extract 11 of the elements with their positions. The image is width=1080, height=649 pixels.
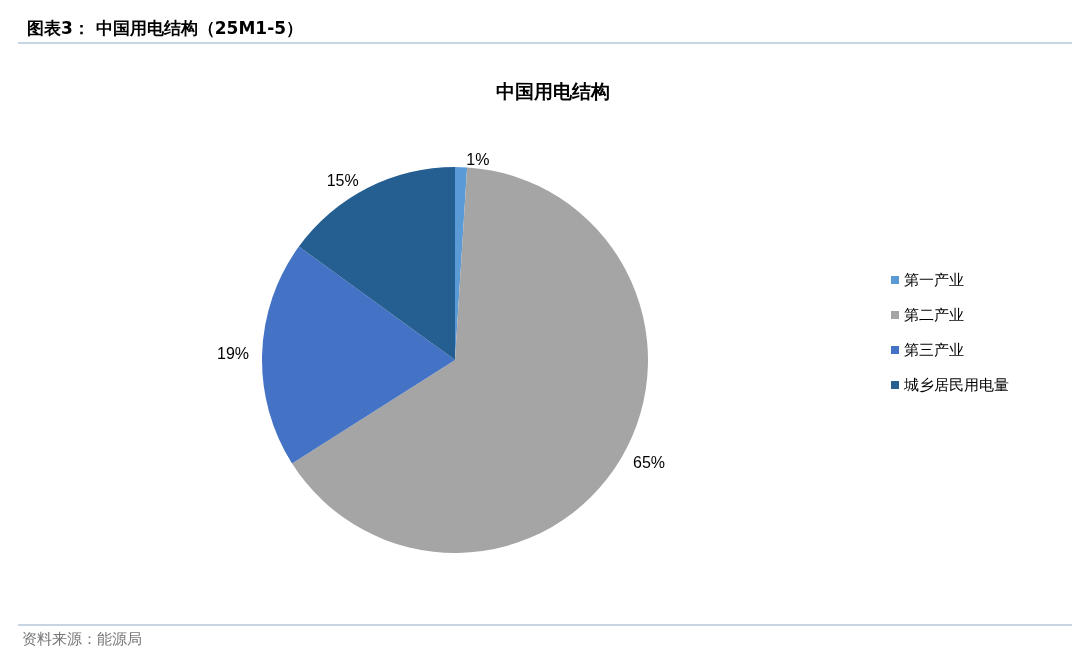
chart-subtitle: 中国用电结构 (496, 79, 610, 102)
data-label: 1% (466, 150, 490, 168)
legend-label: 城乡居民用电量 (903, 376, 1009, 394)
legend-label: 第一产业 (904, 271, 964, 289)
legend-label: 第三产业 (904, 341, 964, 359)
legend-label: 第二产业 (904, 306, 964, 324)
data-label: 19% (217, 345, 250, 363)
data-label: 15% (326, 172, 359, 190)
text: 资料来源：能源局 (22, 629, 142, 648)
chart-title: 图表3： 中国用电结构（25M1-5） (27, 17, 304, 38)
data-label: 65% (633, 453, 666, 471)
